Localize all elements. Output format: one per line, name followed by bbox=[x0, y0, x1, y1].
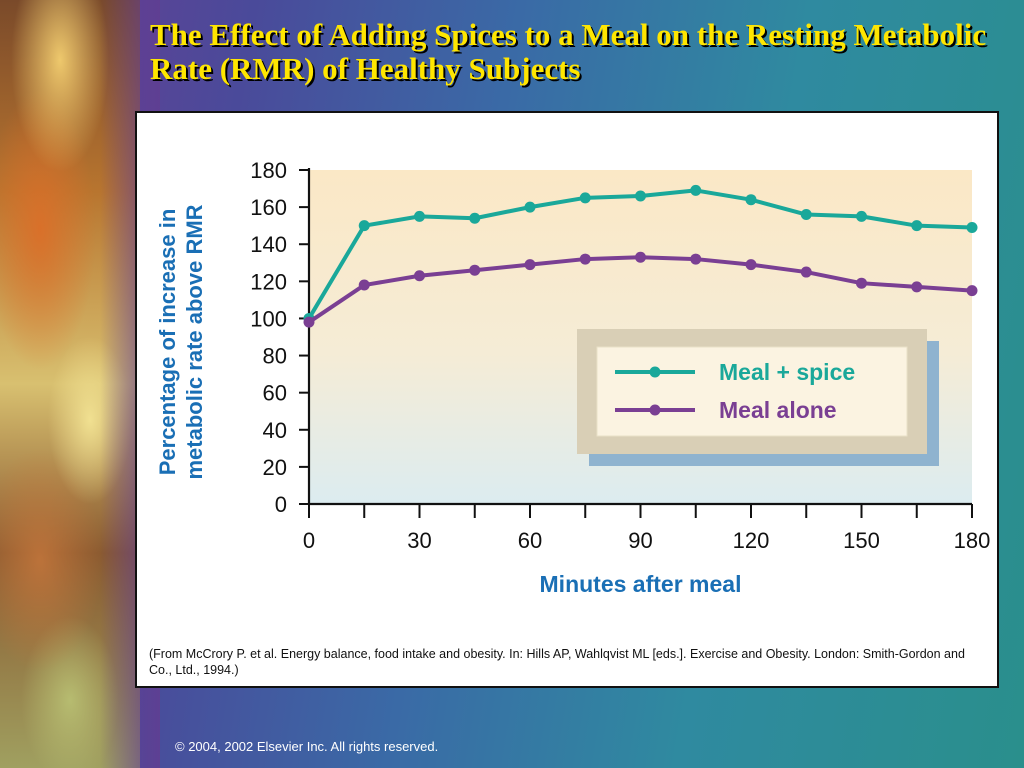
data-point bbox=[690, 253, 702, 265]
y-axis-title-line: metabolic rate above RMR bbox=[182, 204, 207, 479]
data-point bbox=[524, 201, 536, 213]
data-point bbox=[579, 253, 591, 265]
data-point bbox=[414, 270, 425, 282]
data-point bbox=[690, 184, 702, 196]
data-point bbox=[303, 316, 315, 328]
y-axis-title-line: Percentage of increase in bbox=[155, 209, 180, 476]
y-tick-label: 100 bbox=[250, 306, 287, 331]
x-tick-label: 60 bbox=[518, 528, 542, 553]
slide-title: The Effect of Adding Spices to a Meal on… bbox=[150, 17, 987, 86]
data-point bbox=[911, 281, 923, 293]
data-point bbox=[469, 264, 481, 276]
x-tick-label: 180 bbox=[954, 528, 991, 553]
y-tick-label: 160 bbox=[250, 195, 287, 220]
data-point bbox=[469, 212, 481, 224]
data-point bbox=[414, 210, 425, 222]
data-point bbox=[966, 285, 978, 297]
data-point bbox=[856, 277, 867, 289]
data-point bbox=[579, 192, 591, 204]
legend-box bbox=[596, 346, 908, 437]
legend-label: Meal alone bbox=[719, 397, 837, 423]
data-point bbox=[745, 259, 757, 271]
data-point bbox=[966, 222, 978, 234]
y-tick-label: 120 bbox=[250, 269, 287, 294]
x-axis-title: Minutes after meal bbox=[540, 571, 742, 597]
x-tick-label: 120 bbox=[733, 528, 770, 553]
x-tick-label: 90 bbox=[628, 528, 652, 553]
y-tick-label: 140 bbox=[250, 232, 287, 257]
line-chart: 0 20 40 60 80 100 120 140 160 180 0 30 60 90 120 150 180… bbox=[155, 158, 991, 597]
source-citation: (From McCrory P. et al. Energy balance, … bbox=[149, 647, 965, 677]
data-point bbox=[911, 220, 923, 232]
legend-label: Meal + spice bbox=[719, 359, 855, 385]
copyright-notice: © 2004, 2002 Elsevier Inc. All rights re… bbox=[175, 739, 439, 754]
legend-swatch-marker bbox=[649, 404, 661, 416]
y-tick-label: 180 bbox=[250, 158, 287, 183]
x-tick-label: 150 bbox=[843, 528, 880, 553]
data-point bbox=[800, 209, 812, 221]
y-tick-label: 60 bbox=[263, 381, 287, 406]
y-axis-title: Percentage of increase in metabolic rate … bbox=[155, 204, 207, 479]
y-tick-label: 0 bbox=[275, 492, 287, 517]
legend-swatch-marker bbox=[649, 366, 661, 378]
data-point bbox=[800, 266, 812, 278]
data-point bbox=[745, 194, 757, 206]
x-tick-label: 30 bbox=[407, 528, 431, 553]
y-tick-label: 80 bbox=[263, 344, 287, 369]
data-point bbox=[635, 251, 646, 263]
y-tick-label: 20 bbox=[263, 455, 287, 480]
data-point bbox=[358, 279, 370, 291]
data-point bbox=[524, 259, 536, 271]
x-tick-label: 0 bbox=[303, 528, 315, 553]
data-point bbox=[635, 190, 646, 202]
y-tick-label: 40 bbox=[263, 418, 287, 443]
data-point bbox=[856, 210, 867, 222]
chart-panel: 0 20 40 60 80 100 120 140 160 180 0 30 60 90 120 150 180… bbox=[135, 111, 999, 688]
data-point bbox=[358, 220, 370, 232]
